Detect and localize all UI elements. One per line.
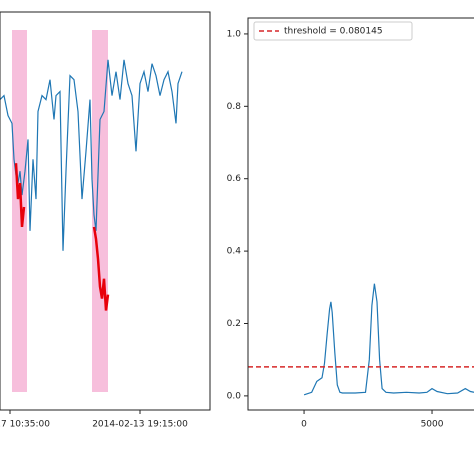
axes-frame — [0, 11, 211, 411]
anomaly-band — [12, 30, 27, 392]
x-tick-label: 2014-02-13 19:15:00 — [92, 420, 188, 430]
y-tick-label: 0.8 — [227, 102, 242, 112]
y-tick-label: 0.6 — [227, 174, 242, 184]
axes-frame — [247, 17, 474, 411]
data-line — [303, 283, 474, 396]
y-tick-label: 0.4 — [227, 247, 242, 257]
left-chart: 4-27 10:35:00 2014-02-13 19:15:00 — [0, 11, 211, 430]
x-tick-label: 0 — [301, 420, 307, 430]
legend-label: threshold = 0.080145 — [284, 27, 383, 37]
y-tick-label: 0.2 — [227, 319, 241, 329]
x-tick-label: 5000 — [421, 420, 444, 430]
x-tick-label: 4-27 10:35:00 — [0, 420, 50, 430]
legend-box — [253, 21, 413, 41]
y-tick-label: 1.0 — [227, 29, 242, 39]
y-tick-label: 0.0 — [227, 391, 242, 401]
right-chart: threshold = 0.080145 0 5000 0.0 0.2 0.4 0.6 0.8… — [227, 17, 474, 430]
anomaly-band — [92, 30, 108, 392]
data-line — [14, 163, 110, 311]
data-line — [0, 59, 183, 251]
